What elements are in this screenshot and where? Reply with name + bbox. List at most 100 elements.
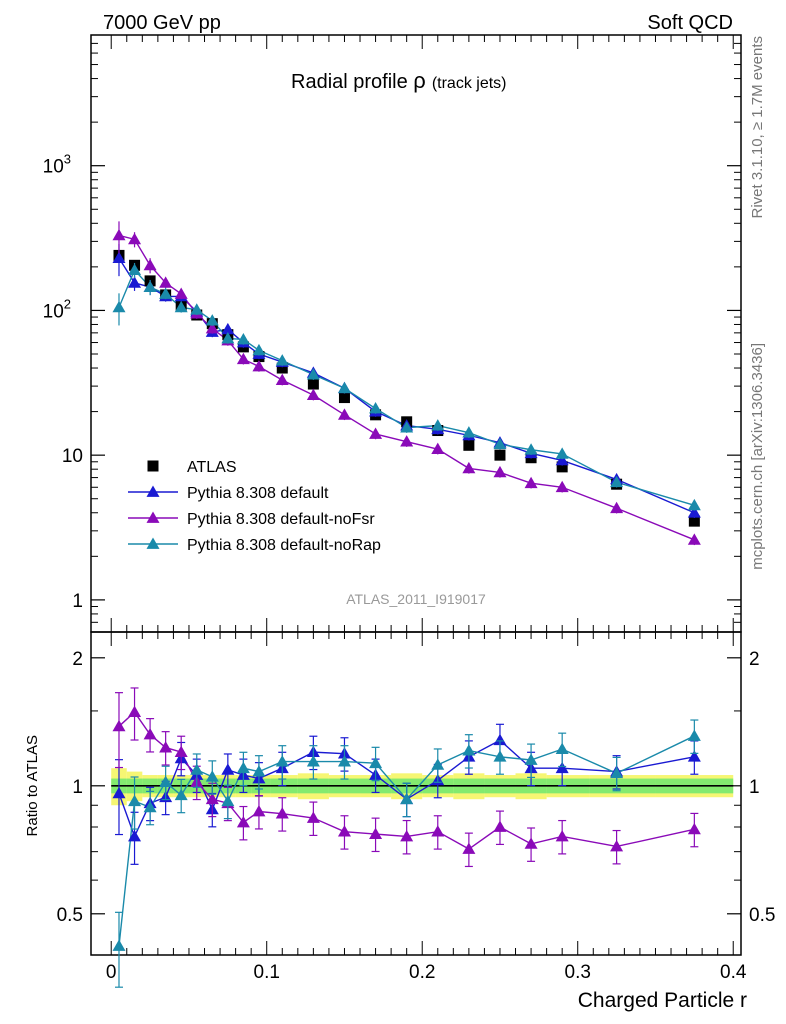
ratio-point-noRap <box>306 755 320 767</box>
point-noFsr <box>610 501 624 514</box>
legend-label-noFsr: Pythia 8.308 default-noFsr <box>187 511 375 528</box>
point-default <box>687 506 701 518</box>
ratio-point-noFsr <box>462 842 476 854</box>
ratio-point-noFsr <box>493 820 507 832</box>
ratio-point-noFsr <box>431 825 445 837</box>
ratio-point-default <box>687 750 701 762</box>
ratio-point-noRap <box>555 742 569 754</box>
point-ATLAS <box>494 449 506 461</box>
point-noFsr <box>174 287 188 299</box>
legend-marker-noFsr <box>146 511 160 523</box>
point-noFsr <box>555 480 569 493</box>
ratio-point-noRap <box>112 939 126 951</box>
ratio-point-noRap <box>159 775 173 788</box>
point-noRap <box>275 354 289 366</box>
point-noRap <box>610 475 624 488</box>
ratio-point-noFsr <box>687 822 701 835</box>
ratio-point-noFsr <box>337 825 351 837</box>
point-noFsr <box>400 435 414 447</box>
ratio-point-noRap <box>610 766 624 779</box>
ratio-point-noRap <box>205 770 219 782</box>
ratio-point-noFsr <box>369 827 383 839</box>
legend-label-noRap: Pythia 8.308 default-noRap <box>187 537 381 554</box>
ratio-point-noFsr <box>205 792 219 805</box>
x-tick-label: 0.4 <box>720 962 747 983</box>
point-noRap <box>112 300 126 313</box>
ratio-line-noFsr <box>118 711 695 850</box>
ratio-point-noFsr <box>555 829 569 842</box>
ratio-point-default <box>112 786 126 799</box>
ratio-point-default <box>221 763 235 775</box>
point-noRap <box>190 303 204 315</box>
point-noFsr <box>112 228 126 241</box>
ratio-y-tick-label: 1 <box>72 777 83 798</box>
series-line-noRap <box>118 268 695 507</box>
ratio-point-default <box>493 733 507 746</box>
point-ATLAS <box>688 515 700 527</box>
ratio-point-noFsr <box>174 745 188 758</box>
point-noRap <box>369 402 383 414</box>
point-noFsr <box>128 232 142 245</box>
side-label-lower: mcplots.cern.ch [arXiv:1306.3436] <box>749 343 766 570</box>
ratio-point-noRap <box>174 788 188 801</box>
point-noRap <box>128 263 142 275</box>
legend-marker-ATLAS <box>147 460 159 472</box>
x-tick-label: 0 <box>106 962 117 983</box>
ratio-point-noRap <box>493 750 507 762</box>
ratio-y-axis-label: Ratio to ATLAS <box>24 735 41 836</box>
point-default <box>221 322 235 335</box>
ratio-line-default <box>118 739 695 839</box>
point-noRap <box>687 498 701 511</box>
ratio-point-noRap <box>221 794 235 807</box>
ratio-point-noRap <box>400 792 414 805</box>
point-noRap <box>159 287 173 299</box>
point-noFsr <box>337 408 351 420</box>
y-tick-label: 1 <box>72 591 83 612</box>
ratio-y-tick-label-right: 1 <box>749 777 760 798</box>
point-ATLAS <box>556 461 568 473</box>
point-noRap <box>205 314 219 326</box>
point-noFsr <box>493 465 507 478</box>
ratio-y-tick-label-right: 2 <box>749 649 760 670</box>
x-tick-label: 0.3 <box>565 962 591 983</box>
point-noFsr <box>236 352 250 365</box>
legend-marker-default <box>146 485 160 497</box>
ratio-point-noRap <box>462 744 476 756</box>
ratio-point-noFsr <box>306 811 320 823</box>
ratio-line-noRap <box>118 735 695 947</box>
x-tick-label: 0.2 <box>409 962 435 983</box>
ratio-point-noRap <box>431 758 445 770</box>
point-ATLAS <box>338 392 350 404</box>
ratio-point-noRap <box>143 800 157 813</box>
main-axis-ticks: 1 10 102 103 <box>43 34 741 955</box>
point-noFsr <box>205 322 219 334</box>
point-noFsr <box>306 388 320 400</box>
point-noRap <box>174 300 188 313</box>
point-noRap <box>337 381 351 394</box>
ratio-point-noRap <box>524 753 538 765</box>
point-default <box>112 251 126 263</box>
legend-label-default: Pythia 8.308 default <box>187 485 329 502</box>
legend: ATLAS Pythia 8.308 default Pythia 8.308 de… <box>128 459 381 554</box>
x-axis-label: Charged Particle r <box>578 989 747 1012</box>
y-tick-label: 102 <box>43 296 71 322</box>
ratio-point-noFsr <box>610 839 624 852</box>
series-line-noFsr <box>118 234 695 541</box>
ratio-point-noFsr <box>143 728 157 740</box>
point-ATLAS <box>307 378 319 390</box>
chart-title: Radial profile ρ (track jets) <box>291 68 506 93</box>
point-noRap <box>221 331 235 344</box>
point-noFsr <box>159 276 173 288</box>
side-label-upper: Rivet 3.1.10, ≥ 1.7M events <box>749 36 766 219</box>
ratio-point-default <box>128 829 142 842</box>
point-noFsr <box>275 373 289 385</box>
point-ATLAS <box>276 362 288 374</box>
y-tick-label: 103 <box>43 152 71 178</box>
ratio-point-noRap <box>275 755 289 767</box>
point-noRap <box>462 426 476 438</box>
ratio-point-noRap <box>687 729 701 741</box>
ratio-point-noRap <box>236 761 250 774</box>
ratio-point-noRap <box>252 765 266 777</box>
ratio-point-noFsr <box>159 741 173 753</box>
